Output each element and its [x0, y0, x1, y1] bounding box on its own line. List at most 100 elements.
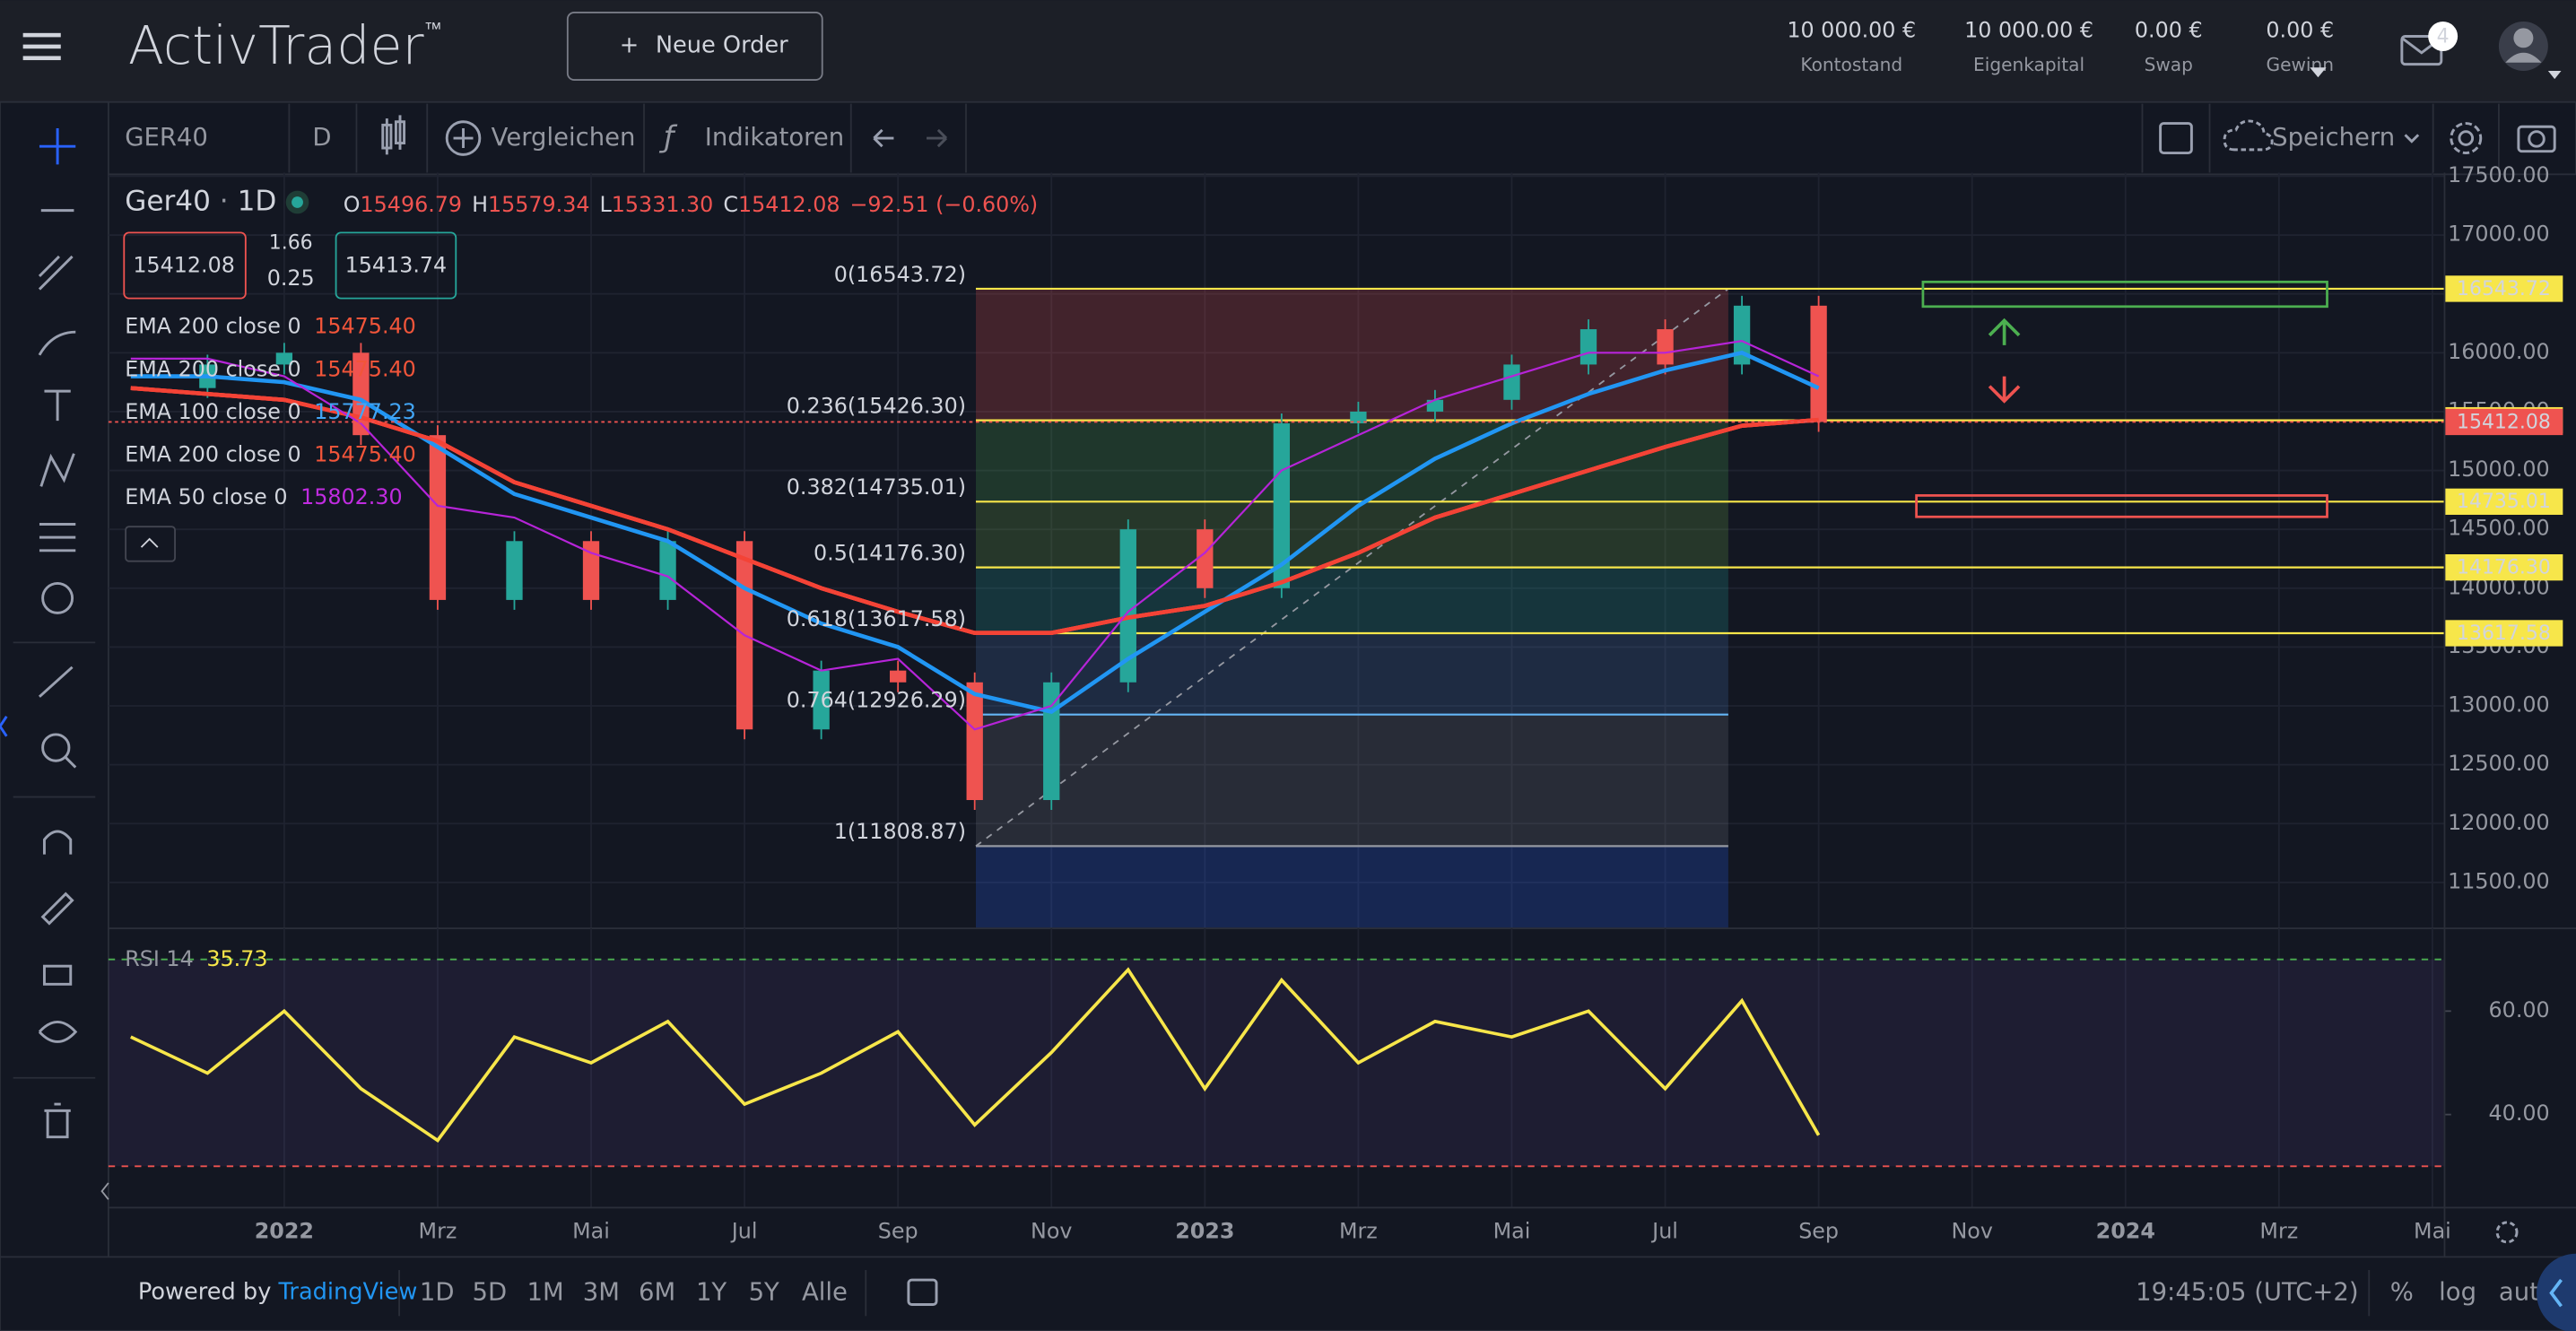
- tool-emoji[interactable]: [41, 581, 74, 614]
- ohlc-value: 15579.34: [488, 192, 590, 217]
- stat-value: 0.00 €: [2135, 17, 2203, 42]
- indicators-button[interactable]: ƒ Indikatoren: [658, 119, 844, 154]
- tool-magnet[interactable]: [42, 830, 73, 855]
- redo-button[interactable]: [927, 128, 948, 148]
- y-tick-label: 13000.00: [2448, 692, 2550, 718]
- fib-band: [975, 288, 1728, 421]
- x-tick-label: Mai: [2414, 1218, 2451, 1243]
- ema-line: [130, 386, 1819, 635]
- settings-button[interactable]: [2450, 122, 2483, 154]
- tool-crosshair[interactable]: [39, 128, 76, 165]
- price-tag: [2444, 275, 2563, 302]
- buy-box[interactable]: [335, 231, 457, 300]
- avatar[interactable]: [2498, 22, 2562, 80]
- range-button[interactable]: 1M: [527, 1279, 564, 1307]
- side-panel-toggle[interactable]: [2537, 1253, 2576, 1331]
- range-button[interactable]: Alle: [802, 1279, 848, 1307]
- x-tick-label: Mai: [1493, 1218, 1531, 1243]
- fib-label: 0.382(14735.01): [787, 474, 966, 500]
- rsi-pane: 60.00 40.00 RSI 14 35.73: [108, 928, 2550, 1208]
- pane-collapse[interactable]: [100, 1182, 109, 1200]
- tool-fib[interactable]: [38, 255, 74, 291]
- tool-pattern[interactable]: [39, 453, 75, 487]
- range-button[interactable]: 1Y: [696, 1279, 727, 1307]
- fib-band: [975, 420, 1728, 502]
- undo-button[interactable]: [873, 128, 894, 148]
- avatar-head: [2513, 28, 2534, 48]
- tool-lock[interactable]: [42, 964, 73, 986]
- tool-text[interactable]: [44, 389, 71, 422]
- dropdown-arrow[interactable]: [2310, 67, 2327, 78]
- range-button[interactable]: 5Y: [749, 1279, 779, 1307]
- fib-band: [975, 714, 1728, 847]
- range-button[interactable]: 1D: [420, 1279, 455, 1307]
- series-name: EMA 200 close 0: [125, 441, 300, 466]
- stat-value: 0.00 €: [2266, 17, 2334, 42]
- spread-fraction: 0.25: [267, 265, 315, 291]
- tool-brush[interactable]: [38, 330, 76, 356]
- messages[interactable]: 4: [2400, 22, 2459, 66]
- ohlc-value: 15412.08: [738, 192, 840, 217]
- symbol-field[interactable]: GER40: [125, 124, 208, 152]
- sell-box[interactable]: [123, 231, 247, 300]
- brand-link[interactable]: TradingView: [278, 1279, 418, 1306]
- x-tick-label: Sep: [1798, 1218, 1839, 1243]
- ask-price: 15413.74: [345, 252, 448, 277]
- up-arrow: [1988, 318, 2021, 345]
- ohlc-key: O: [344, 192, 361, 217]
- target-box: [1921, 280, 2328, 309]
- trend-line: [975, 288, 1729, 848]
- candle: [1657, 329, 1674, 365]
- compare-button[interactable]: Vergleichen: [445, 120, 635, 156]
- spread: 1.66: [269, 231, 313, 254]
- sidebar-toggle[interactable]: [0, 715, 8, 737]
- axis-settings[interactable]: [2495, 1221, 2519, 1244]
- tool-lock-draw[interactable]: [40, 892, 74, 926]
- candle: [1733, 305, 1751, 365]
- date-range-button[interactable]: [907, 1278, 938, 1306]
- button-label: Neue Order: [656, 31, 788, 58]
- range-button[interactable]: 6M: [639, 1279, 675, 1307]
- candle: [1810, 305, 1827, 422]
- ohlc-value: 15496.79: [361, 192, 463, 217]
- y-tick-label: 17000.00: [2448, 222, 2550, 247]
- legend-symbol: Ger40 · 1D: [125, 185, 276, 217]
- tool-ruler[interactable]: [38, 666, 74, 698]
- chart-type-button[interactable]: [381, 115, 406, 155]
- stat-label: Eigenkapital: [1973, 54, 2084, 75]
- candle: [275, 352, 293, 365]
- menu-button[interactable]: [22, 32, 61, 61]
- fullscreen-button[interactable]: [2159, 122, 2193, 154]
- log-toggle[interactable]: log: [2439, 1279, 2476, 1307]
- x-tick-label: 2022: [255, 1218, 314, 1243]
- price-tag-label: 14176.30: [2457, 557, 2551, 579]
- interval-button[interactable]: D: [312, 124, 331, 152]
- candle: [1580, 329, 1597, 365]
- powered-text: Powered by: [138, 1279, 272, 1306]
- logo[interactable]: ActivTrader™: [128, 15, 442, 76]
- powered-by: Powered by TradingView: [138, 1279, 418, 1306]
- drawing-toolbar: [0, 100, 109, 1331]
- new-order-button[interactable]: + Neue Order: [566, 12, 823, 81]
- price-tag: [2444, 620, 2563, 647]
- price-plot: [108, 172, 2445, 929]
- chart-legend: Ger40 · 1D O15496.79 H15579.34 L15331.30 C1…: [123, 185, 1038, 562]
- x-tick-label: Mrz: [419, 1218, 457, 1243]
- legend-collapse[interactable]: [125, 526, 176, 562]
- save-button[interactable]: Speichern: [2223, 119, 2420, 152]
- price-tag: [2444, 553, 2563, 581]
- series-name: EMA 200 close 0: [125, 356, 300, 381]
- stat-label: Kontostand: [1800, 54, 1902, 75]
- ohlc-key: H: [472, 192, 488, 217]
- range-button[interactable]: 3M: [583, 1279, 620, 1307]
- tool-prediction[interactable]: [39, 523, 76, 552]
- legend-row: EMA 100 close 0 15777.23: [125, 398, 416, 423]
- tool-visibility[interactable]: [38, 1021, 78, 1043]
- screenshot-button[interactable]: [2517, 125, 2556, 153]
- ohlc-key: L: [600, 192, 613, 217]
- range-button[interactable]: 5D: [473, 1279, 508, 1307]
- percent-toggle[interactable]: %: [2390, 1279, 2414, 1307]
- tool-zoom[interactable]: [41, 733, 77, 769]
- tool-delete[interactable]: [44, 1102, 71, 1139]
